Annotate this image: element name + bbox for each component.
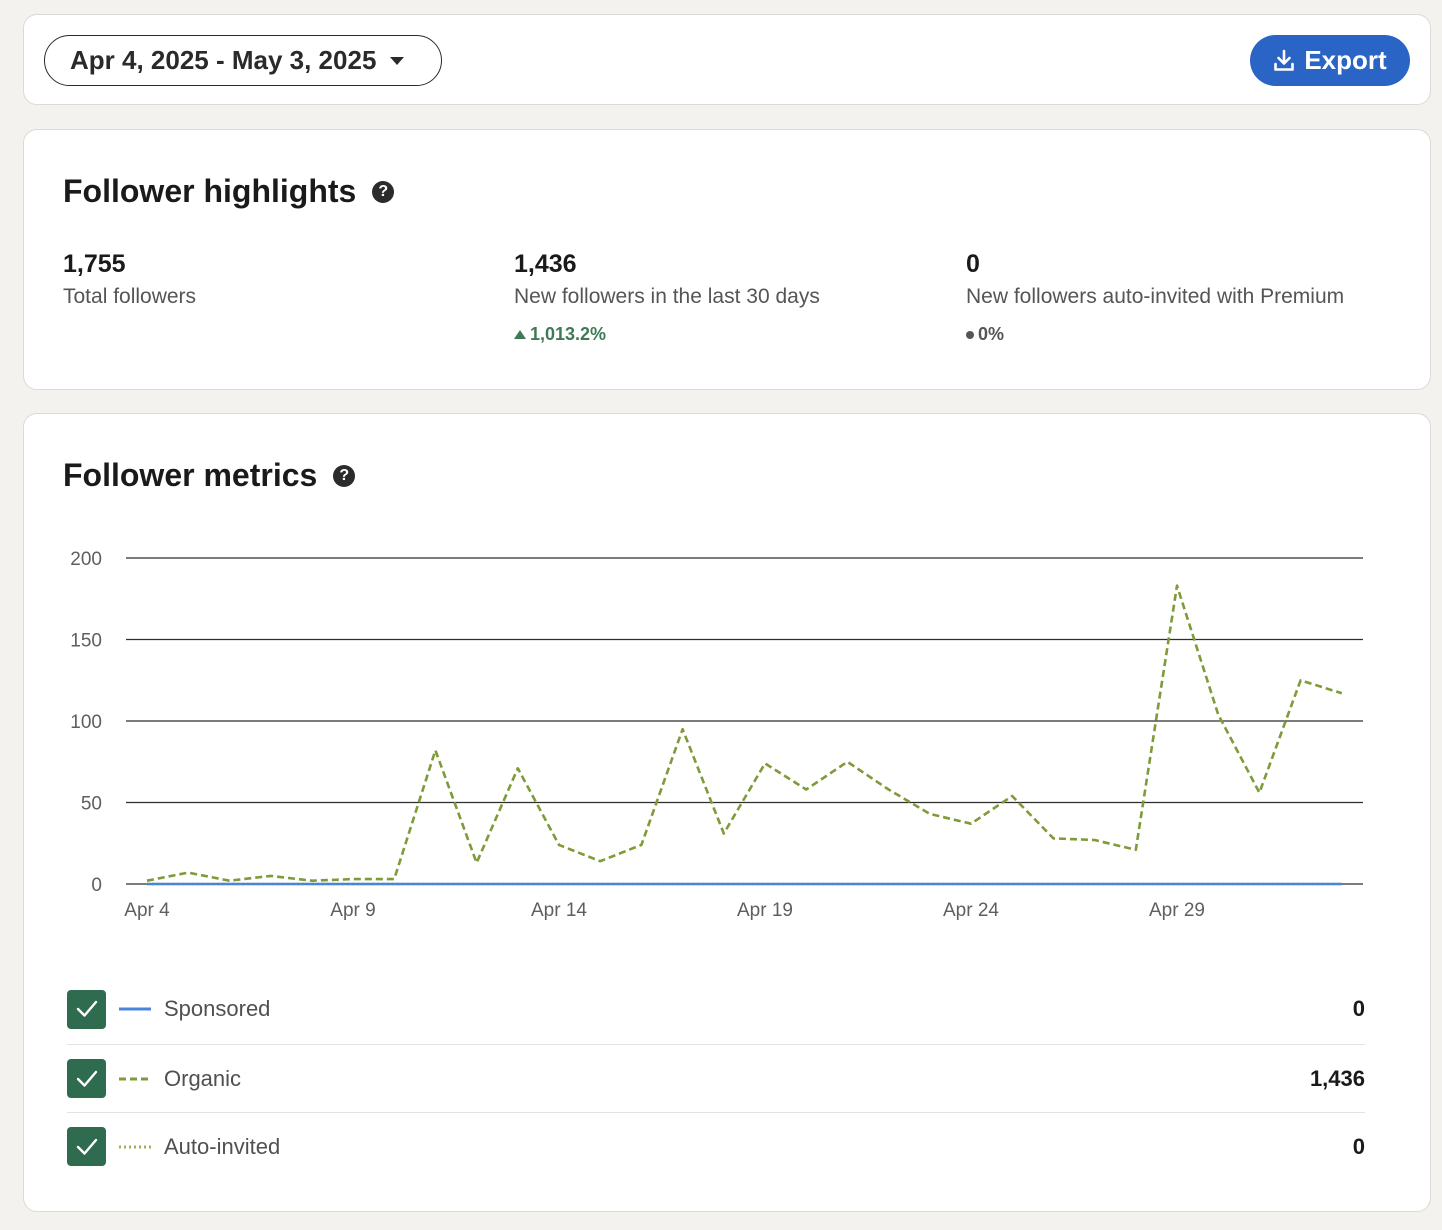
stat-label: New followers auto-invited with Premium <box>966 285 1345 308</box>
follower-metrics-chart: 0 50 100 150 200 Apr 4 Apr 9 Apr 14 Apr 19 Apr 24… <box>70 549 1363 921</box>
x-tick-label: Apr 4 <box>124 900 170 921</box>
export-label: Export <box>1304 45 1387 75</box>
stat-change: 1,013.2% <box>514 324 820 345</box>
y-tick-label: 200 <box>70 549 102 570</box>
legend-row-auto-invited: Auto-invited 0 <box>67 1112 1365 1180</box>
checkmark-icon <box>76 1070 97 1087</box>
legend-label: Auto-invited <box>164 1133 281 1159</box>
legend-value: 0 <box>1352 1133 1365 1159</box>
y-tick-label: 100 <box>70 712 102 733</box>
stat-auto-invited: 0 New followers auto-invited with Premiu… <box>966 250 1344 345</box>
legend-label: Organic <box>164 1065 242 1091</box>
follower-highlights-title: Follower highlights ? <box>63 173 395 210</box>
stat-label: New followers in the last 30 days <box>514 285 820 308</box>
stat-total-followers: 1,755 Total followers <box>63 250 196 309</box>
y-tick-label: 50 <box>81 794 102 815</box>
checkmark-icon <box>76 1138 97 1155</box>
x-tick-label: Apr 9 <box>330 900 375 921</box>
legend-value: 0 <box>1352 996 1365 1021</box>
auto-invited-checkbox[interactable] <box>67 1127 106 1166</box>
export-button[interactable]: Export <box>1250 35 1410 86</box>
help-icon[interactable]: ? <box>372 180 395 203</box>
checkmark-icon <box>76 1000 97 1017</box>
date-range-dropdown[interactable]: Apr 4, 2025 - May 3, 2025 <box>44 35 442 86</box>
stat-value: 1,755 <box>63 250 126 278</box>
x-tick-label: Apr 24 <box>943 900 999 921</box>
x-tick-label: Apr 19 <box>737 900 793 921</box>
x-tick-label: Apr 29 <box>1149 900 1205 921</box>
toolbar-card: Apr 4, 2025 - May 3, 2025 Export <box>23 14 1431 105</box>
section-title: Follower highlights <box>63 173 357 209</box>
y-tick-label: 150 <box>70 631 102 652</box>
download-icon <box>1274 49 1295 71</box>
series-line-organic <box>146 584 1343 882</box>
stat-value: 1,436 <box>514 250 577 278</box>
dotted-line-swatch <box>119 1145 151 1148</box>
stat-value: 0 <box>966 250 980 278</box>
x-tick-label: Apr 14 <box>531 900 587 921</box>
follower-metrics-card: Follower metrics ? 0 50 100 150 200 Apr 4 Apr … <box>23 413 1431 1212</box>
organic-checkbox[interactable] <box>67 1059 106 1098</box>
solid-line-swatch <box>119 1007 151 1011</box>
stat-label: Total followers <box>63 285 197 308</box>
stat-new-followers: 1,436 New followers in the last 30 days … <box>514 250 820 345</box>
stat-change-value: 1,013.2% <box>530 324 607 344</box>
caret-down-icon <box>390 56 405 65</box>
stat-change-value: 0% <box>978 324 1005 344</box>
section-title: Follower metrics <box>63 457 318 493</box>
legend-label: Sponsored <box>164 996 271 1021</box>
dot-icon <box>966 330 974 339</box>
y-tick-label: 0 <box>91 875 102 896</box>
follower-metrics-title: Follower metrics ? <box>63 457 356 494</box>
stat-change: 0% <box>966 324 1344 345</box>
legend-row-sponsored: Sponsored 0 <box>67 975 1365 1043</box>
dashed-line-swatch <box>119 1077 151 1080</box>
triangle-up-icon <box>514 330 526 339</box>
sponsored-checkbox[interactable] <box>67 989 106 1029</box>
date-range-label: Apr 4, 2025 - May 3, 2025 <box>70 45 377 75</box>
legend-row-organic: Organic 1,436 <box>67 1044 1365 1112</box>
legend-value: 1,436 <box>1309 1065 1365 1091</box>
help-icon[interactable]: ? <box>333 464 356 487</box>
follower-highlights-card: Follower highlights ? 1,755 Total follow… <box>23 129 1431 390</box>
